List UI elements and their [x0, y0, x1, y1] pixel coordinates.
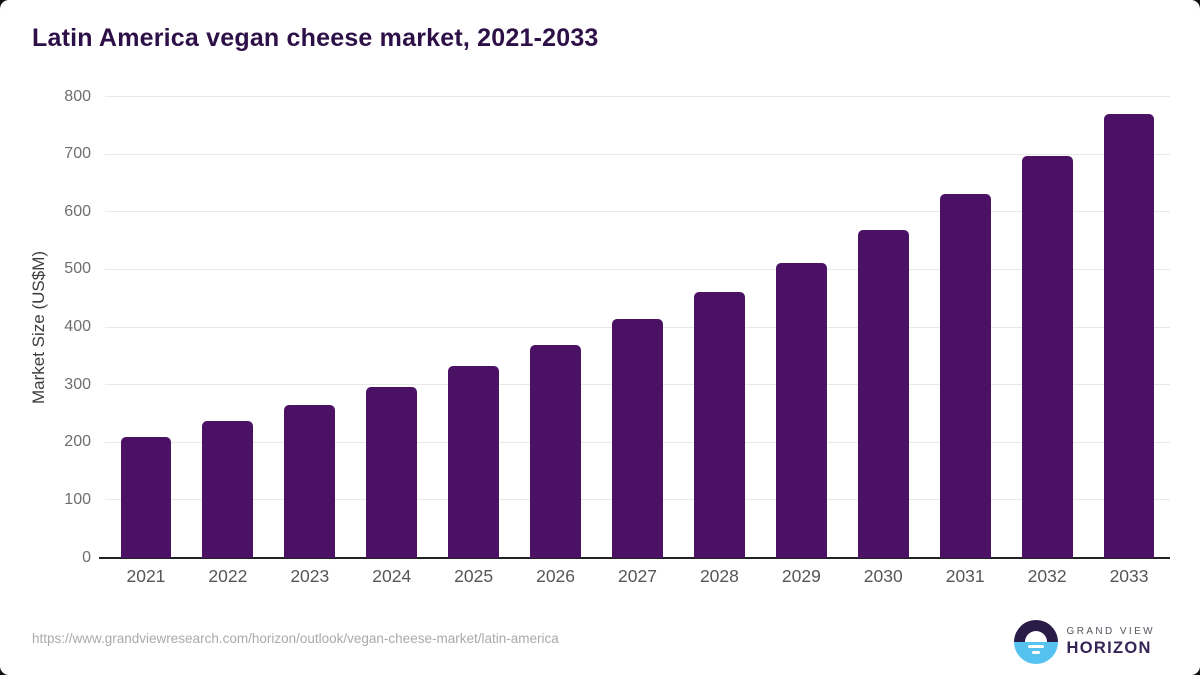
- chart-title: Latin America vegan cheese market, 2021-…: [32, 24, 599, 52]
- x-tick-label-2030: 2030: [863, 566, 903, 586]
- y-tick-label-200: 200: [64, 433, 91, 451]
- x-tick-label-2028: 2028: [699, 566, 739, 586]
- logo-sun-dome: [1024, 631, 1047, 642]
- y-tick-label-700: 700: [64, 145, 91, 163]
- x-tick-label-2029: 2029: [781, 566, 821, 586]
- bar-2027[interactable]: [612, 319, 663, 558]
- y-tick-label-300: 300: [64, 375, 91, 393]
- bar-2032[interactable]: [1021, 155, 1073, 558]
- bar-2033[interactable]: [1103, 113, 1155, 558]
- bar-2024[interactable]: [366, 387, 418, 558]
- bar-2022[interactable]: [202, 421, 254, 558]
- x-axis-line: [99, 557, 1170, 559]
- gridline-y-600: 600: [64, 203, 1170, 220]
- logo-grand-view-label: GRAND VIEW: [1066, 626, 1155, 638]
- bar-2021[interactable]: [120, 437, 172, 558]
- x-tick-label-2024: 2024: [372, 566, 412, 586]
- y-tick-label-400: 400: [64, 318, 91, 335]
- x-tick-label-2023: 2023: [290, 566, 330, 586]
- logo-horizon-label: HORIZON: [1066, 638, 1152, 657]
- gridline-y-500: 500: [64, 260, 1170, 277]
- y-tick-label-600: 600: [64, 202, 91, 220]
- logo-reflection-bar-2: [1031, 650, 1040, 654]
- x-tick-label-2027: 2027: [618, 566, 657, 586]
- source-url: https://www.grandviewresearch.com/horizo…: [32, 631, 559, 646]
- x-tick-label-2025: 2025: [454, 566, 494, 586]
- x-axis-labels: 2021 2022 2023 2024 2025 2026 2027 2028 2029 2030…: [105, 566, 1170, 590]
- logo-text: GRAND VIEW HORIZON: [1067, 626, 1155, 657]
- bar-2028[interactable]: [694, 292, 745, 558]
- bar-2031[interactable]: [939, 193, 991, 558]
- bar-2025[interactable]: [448, 366, 500, 558]
- bar-2030[interactable]: [857, 229, 909, 558]
- y-axis-title: Market Size (US$M): [29, 250, 48, 405]
- grand-view-horizon-logo[interactable]: GRAND VIEW HORIZON: [1013, 620, 1155, 664]
- y-tick-label-800: 800: [64, 87, 91, 105]
- x-tick-label-2031: 2031: [945, 566, 985, 586]
- bar-2026[interactable]: [530, 344, 581, 558]
- y-tick-label-100: 100: [64, 490, 91, 508]
- sunrise-horizon-circle-icon: [1013, 620, 1058, 664]
- x-tick-label-2026: 2026: [536, 566, 576, 586]
- bar-2029[interactable]: [775, 262, 827, 558]
- gridline-y-0: 0: [82, 549, 1170, 566]
- bar-2023[interactable]: [284, 404, 336, 558]
- x-tick-label-2033: 2033: [1109, 566, 1149, 586]
- y-tick-label-500: 500: [64, 260, 91, 278]
- gridline-y-700: 700: [64, 145, 1170, 162]
- gridline-y-800: 800: [64, 88, 1170, 105]
- x-tick-label-2022: 2022: [208, 566, 248, 586]
- x-tick-label-2032: 2032: [1027, 566, 1067, 586]
- x-tick-label-2021: 2021: [126, 566, 166, 586]
- logo-reflection-bar-1: [1027, 644, 1044, 648]
- plot-area: 0 100 200 300 400 500 600 700 800: [64, 88, 1170, 566]
- y-tick-label-0: 0: [82, 548, 91, 566]
